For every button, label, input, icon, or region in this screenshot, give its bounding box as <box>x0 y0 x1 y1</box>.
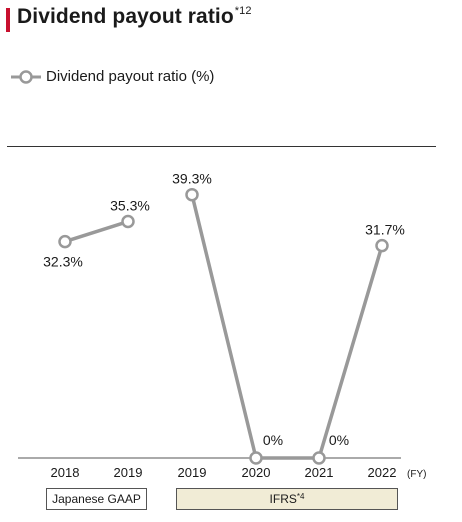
title-footnote: *12 <box>234 5 252 17</box>
series-points <box>58 187 389 465</box>
data-label: 35.3% <box>110 197 150 213</box>
data-label: 32.3% <box>43 254 83 270</box>
data-labels: 32.3% 35.3% 39.3% 0% 0% 31.7% <box>43 171 405 448</box>
data-label: 0% <box>263 432 283 448</box>
chart-title: Dividend payout ratio*12 <box>17 5 252 28</box>
data-label: 39.3% <box>172 171 212 187</box>
x-tick-label: 2021 <box>305 465 334 480</box>
x-tick-label: 2022 <box>368 465 397 480</box>
series-line-2 <box>190 194 384 460</box>
x-axis-unit: (FY) <box>407 469 426 480</box>
x-tick-label: 2019 <box>114 465 143 480</box>
data-label: 31.7% <box>365 222 405 238</box>
segment-ifrs: IFRS*4 <box>176 488 398 510</box>
x-tick-label: 2018 <box>51 465 80 480</box>
x-tick-label: 2020 <box>242 465 271 480</box>
legend: Dividend payout ratio (%) <box>10 68 214 85</box>
series-line-1 <box>64 219 129 244</box>
data-point <box>58 234 72 249</box>
segment-japanese-gaap: Japanese GAAP <box>46 488 147 510</box>
x-tick-labels: 2018 2019 2019 2020 2021 2022 <box>51 465 397 480</box>
title-accent-bar <box>6 8 10 32</box>
legend-label: Dividend payout ratio (%) <box>46 68 215 85</box>
data-point <box>375 238 389 253</box>
x-tick-label: 2019 <box>178 465 207 480</box>
top-divider <box>7 146 436 147</box>
series-lines <box>64 194 384 460</box>
data-point <box>121 214 135 229</box>
ifrs-footnote: *4 <box>296 492 305 501</box>
data-point <box>249 451 263 465</box>
data-point <box>185 187 199 202</box>
data-label: 0% <box>329 432 349 448</box>
legend-marker-icon <box>11 70 41 84</box>
data-point <box>312 451 326 465</box>
